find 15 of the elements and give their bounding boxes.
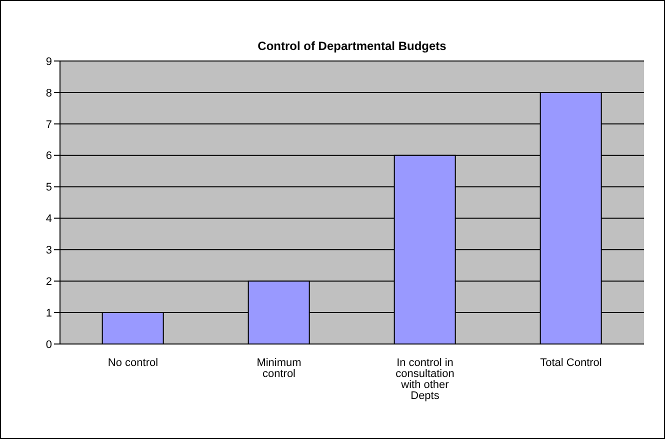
y-tick-label: 9 (46, 56, 52, 68)
y-tick-label: 7 (46, 118, 52, 131)
x-tick-label: No control (108, 356, 158, 369)
x-tick-label: Minimum control (256, 356, 302, 380)
y-tick-label: 5 (46, 182, 52, 194)
x-tick-label: Total Control (540, 356, 602, 369)
y-tick-label: 2 (46, 276, 52, 288)
y-tick-label: 8 (46, 87, 52, 100)
y-tick-label: 6 (46, 150, 52, 162)
x-tick-label: In control in consultation with other Depts (396, 356, 454, 402)
y-tick-label: 3 (46, 244, 52, 257)
chart-title: Control of Departmental Budgets (256, 39, 448, 53)
y-tick-label: 4 (46, 213, 52, 226)
y-tick-label: 0 (46, 338, 52, 351)
y-tick-label: 1 (46, 307, 52, 320)
